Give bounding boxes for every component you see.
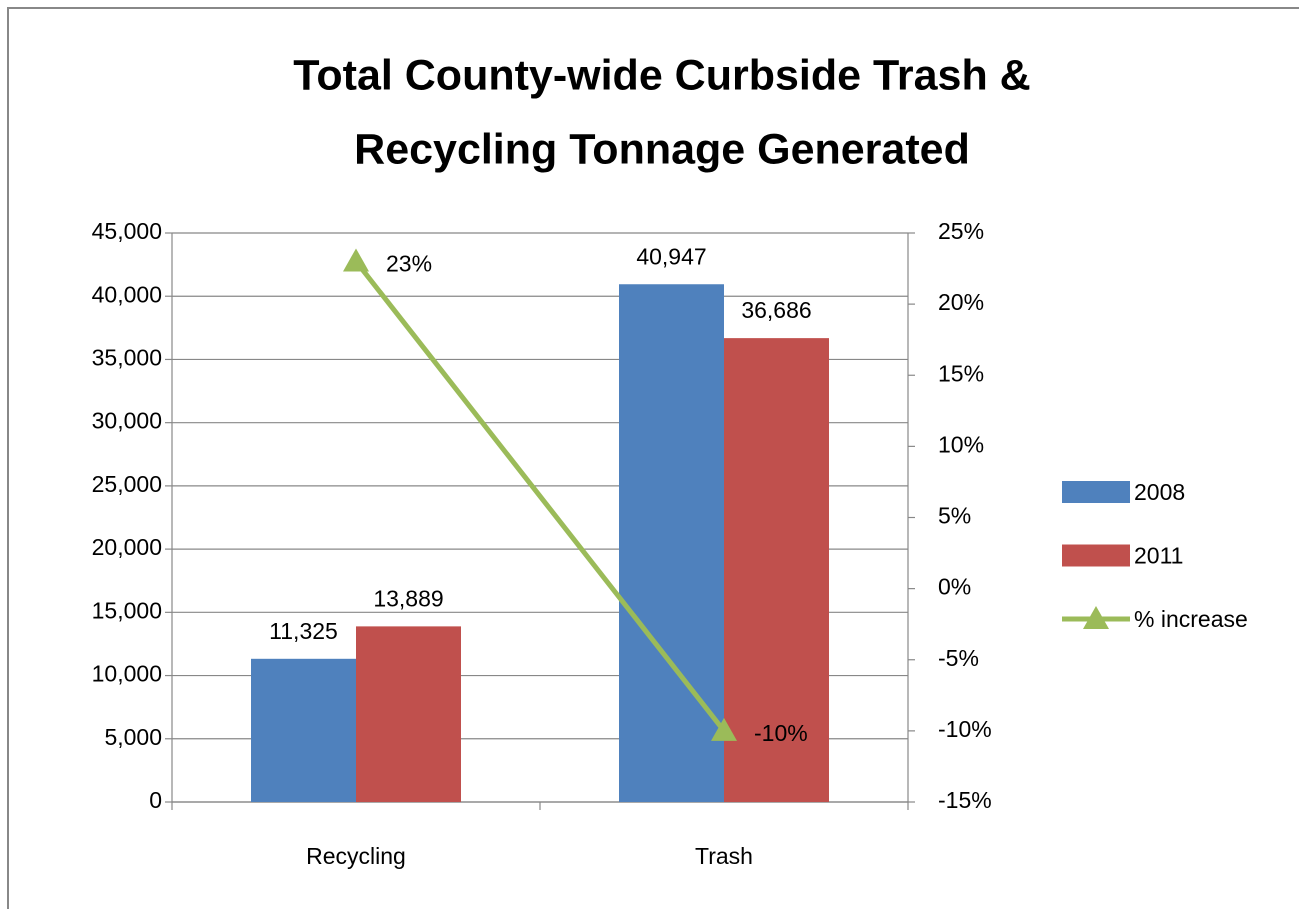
data-label: 23% [386, 251, 432, 277]
chart-border [7, 7, 1299, 909]
line [354, 259, 726, 733]
bar [251, 658, 356, 802]
bar [619, 284, 724, 802]
line-marker [343, 248, 369, 272]
y-tick-label: 25,000 [92, 471, 162, 497]
y2-tick-label: 10% [938, 431, 984, 457]
y-tick-label: 40,000 [92, 281, 162, 307]
y2-tick-label: -10% [938, 716, 992, 742]
data-label: 11,325 [269, 618, 338, 644]
data-label: 40,947 [636, 243, 706, 269]
y-tick-label: 5,000 [104, 724, 162, 750]
y2-tick-label: -5% [938, 645, 979, 671]
data-label: 36,686 [741, 297, 811, 323]
y2-tick-label: 15% [938, 360, 984, 386]
y-tick-label: 0 [149, 787, 162, 813]
chart-title: Total County-wide Curbside Trash & [293, 51, 1030, 99]
legend-swatch [1062, 544, 1130, 567]
bar [356, 626, 461, 802]
legend-label: 2008 [1134, 479, 1185, 505]
y2-tick-label: 20% [938, 289, 984, 315]
bar [724, 338, 829, 802]
x-tick-label: Recycling [306, 843, 406, 869]
legend-label: 2011 [1134, 543, 1183, 569]
y-tick-label: 35,000 [92, 345, 162, 371]
legend-label: % increase [1134, 606, 1248, 632]
y2-tick-label: 0% [938, 574, 971, 600]
y-tick-label: 30,000 [92, 408, 162, 434]
y2-tick-label: -15% [938, 787, 992, 813]
y-tick-label: 15,000 [92, 597, 162, 623]
data-label: -10% [754, 720, 808, 746]
data-label: 13,889 [373, 585, 443, 611]
y-tick-label: 10,000 [92, 661, 162, 687]
y2-tick-label: 25% [938, 218, 984, 244]
y2-tick-label: 5% [938, 503, 971, 529]
legend-marker [1083, 606, 1109, 629]
y-tick-label: 20,000 [92, 534, 162, 560]
chart-title: Recycling Tonnage Generated [354, 125, 970, 173]
line-marker [711, 717, 737, 741]
y-tick-label: 45,000 [92, 218, 162, 244]
legend-swatch [1062, 481, 1130, 503]
x-tick-label: Trash [695, 843, 753, 869]
